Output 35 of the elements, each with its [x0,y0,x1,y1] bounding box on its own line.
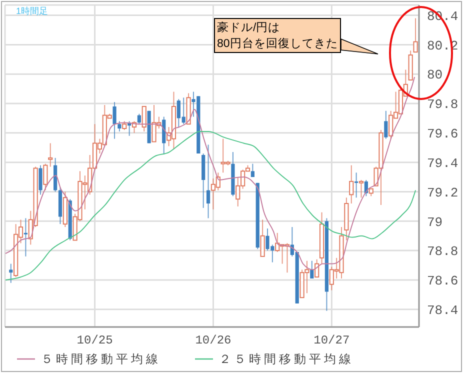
candlestick [206,144,210,219]
y-tick-label: 79 [427,214,443,230]
y-tick-label: 79.6 [427,126,458,142]
candlestick [384,110,388,140]
candlestick [43,163,48,191]
candlestick [9,263,13,284]
candlestick [142,106,146,132]
candlestick [162,116,166,154]
legend-label: ２５時間移動平均線 [219,350,354,368]
candlestick [349,164,354,204]
candlestick [48,142,53,168]
legend-label: ５時間移動平均線 [41,350,161,368]
candlestick [137,113,141,125]
candlestick [250,163,254,178]
y-tick-label: 78.4 [427,302,458,318]
y-tick-label: 79.2 [427,185,458,200]
candlestick [354,172,358,198]
candlestick [38,164,42,196]
candlestick [112,102,116,140]
y-tick-label: 79.4 [427,156,458,171]
y-tick-label: 78.6 [427,274,458,289]
candlestick [358,179,364,198]
candlestick [118,120,122,132]
candlestick [24,218,28,257]
y-tick-label: 79.8 [427,97,458,112]
x-tick-label: 10/25 [76,334,113,348]
candlestick [310,260,314,279]
y-tick-label: 78.8 [427,244,458,260]
y-tick-label: 80 [427,68,443,83]
x-tick-label: 10/26 [195,334,232,348]
candlestick [413,18,418,53]
candlestick [260,219,265,257]
annotation: 1時間足 [16,5,48,18]
annotation: 豪ドル/円は 80円台を回復してきた [217,20,338,52]
x-tick-label: 10/27 [314,334,350,348]
